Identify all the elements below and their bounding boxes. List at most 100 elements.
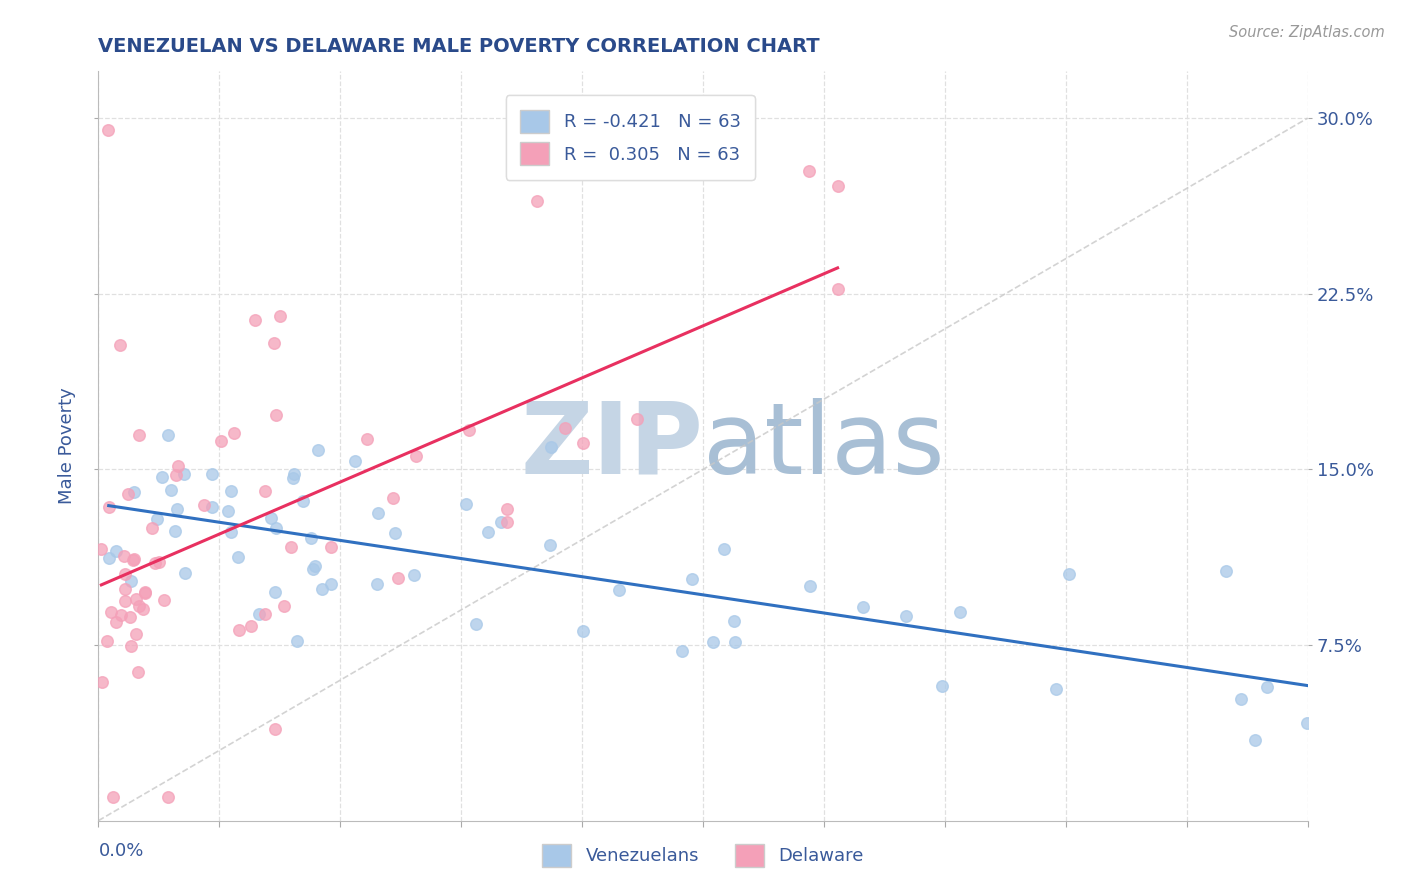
Point	[97, 551, 120, 566]
Point	[217, 504, 239, 518]
Point	[572, 624, 595, 638]
Legend: R = -0.421   N = 63, R =  0.305   N = 63: R = -0.421 N = 63, R = 0.305 N = 63	[506, 95, 755, 179]
Point	[101, 790, 124, 805]
Point	[382, 491, 405, 505]
Point	[304, 558, 326, 573]
Point	[110, 338, 132, 352]
Point	[311, 582, 333, 596]
Point	[125, 591, 148, 606]
Point	[457, 423, 479, 437]
Point	[98, 500, 121, 514]
Point	[254, 483, 277, 498]
Point	[356, 432, 378, 446]
Point	[150, 470, 173, 484]
Point	[240, 618, 263, 632]
Point	[117, 486, 139, 500]
Point	[122, 553, 145, 567]
Y-axis label: Male Poverty: Male Poverty	[58, 388, 76, 504]
Point	[723, 615, 745, 629]
Point	[146, 511, 169, 525]
Point	[114, 594, 136, 608]
Point	[799, 579, 821, 593]
Legend: Venezuelans, Delaware: Venezuelans, Delaware	[534, 837, 872, 874]
Point	[540, 440, 562, 454]
Point	[132, 602, 155, 616]
Point	[148, 555, 170, 569]
Point	[367, 506, 389, 520]
Point	[201, 500, 224, 514]
Point	[496, 502, 519, 516]
Point	[1059, 566, 1081, 581]
Point	[156, 428, 179, 442]
Text: ZIP: ZIP	[520, 398, 703, 494]
Point	[797, 164, 820, 178]
Point	[165, 468, 187, 483]
Point	[143, 556, 166, 570]
Point	[827, 179, 849, 194]
Point	[114, 582, 136, 596]
Point	[931, 679, 953, 693]
Point	[128, 427, 150, 442]
Text: 0.0%: 0.0%	[98, 842, 143, 860]
Point	[100, 605, 122, 619]
Point	[526, 194, 548, 209]
Point	[201, 467, 224, 482]
Point	[405, 450, 427, 464]
Point	[221, 524, 243, 539]
Point	[134, 584, 156, 599]
Point	[896, 609, 918, 624]
Point	[949, 605, 972, 619]
Point	[266, 521, 288, 535]
Point	[307, 443, 329, 458]
Point	[104, 615, 127, 629]
Point	[269, 309, 291, 323]
Point	[141, 521, 163, 535]
Point	[609, 583, 631, 598]
Point	[112, 549, 135, 563]
Point	[281, 471, 304, 485]
Point	[713, 542, 735, 557]
Point	[127, 665, 149, 679]
Point	[1045, 681, 1067, 696]
Point	[209, 434, 232, 448]
Point	[1296, 715, 1319, 730]
Point	[384, 526, 406, 541]
Point	[263, 336, 285, 351]
Point	[156, 790, 179, 805]
Point	[724, 635, 747, 649]
Point	[344, 454, 367, 468]
Point	[122, 485, 145, 500]
Point	[173, 566, 195, 580]
Point	[264, 722, 287, 736]
Point	[280, 541, 302, 555]
Point	[243, 313, 266, 327]
Point	[104, 544, 127, 558]
Point	[97, 123, 120, 137]
Point	[681, 572, 703, 586]
Point	[852, 599, 875, 614]
Point	[110, 607, 132, 622]
Point	[554, 421, 576, 435]
Point	[128, 599, 150, 613]
Point	[193, 499, 215, 513]
Point	[173, 467, 195, 481]
Point	[253, 607, 276, 621]
Text: atlas: atlas	[703, 398, 945, 494]
Point	[538, 538, 561, 552]
Point	[283, 467, 305, 481]
Point	[319, 577, 342, 591]
Text: VENEZUELAN VS DELAWARE MALE POVERTY CORRELATION CHART: VENEZUELAN VS DELAWARE MALE POVERTY CORR…	[98, 37, 820, 56]
Point	[247, 607, 270, 621]
Point	[260, 511, 283, 525]
Point	[1229, 691, 1251, 706]
Point	[827, 282, 849, 296]
Point	[125, 626, 148, 640]
Point	[219, 484, 242, 499]
Point	[167, 458, 190, 473]
Point	[166, 502, 188, 516]
Point	[456, 497, 478, 511]
Point	[626, 411, 648, 425]
Point	[1244, 733, 1267, 747]
Point	[489, 515, 512, 529]
Point	[1215, 564, 1237, 578]
